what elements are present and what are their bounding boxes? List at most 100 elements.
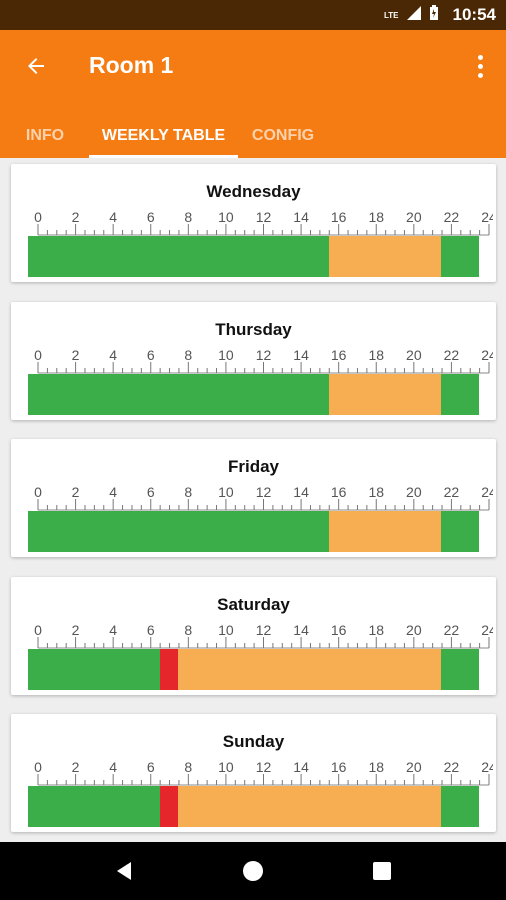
- tab-weekly-table[interactable]: WEEKLY TABLE: [89, 114, 238, 158]
- ruler-hour-label: 0: [34, 622, 42, 638]
- schedule-segment-green[interactable]: [28, 649, 160, 690]
- ruler-hour-label: 0: [34, 347, 42, 363]
- schedule-segment-green[interactable]: [28, 786, 160, 827]
- ruler-hour-label: 18: [368, 622, 384, 638]
- schedule-bar[interactable]: [28, 511, 479, 552]
- ruler-hour-label: 2: [72, 209, 80, 225]
- ruler-hour-label: 4: [109, 759, 117, 775]
- ruler-hour-label: 0: [34, 759, 42, 775]
- ruler-hour-label: 4: [109, 484, 117, 500]
- ruler-hour-label: 24: [481, 759, 493, 775]
- ruler-hour-label: 12: [256, 209, 272, 225]
- nav-back-button[interactable]: [104, 851, 144, 891]
- ruler-hour-label: 6: [147, 484, 155, 500]
- ruler-hour-label: 24: [481, 347, 493, 363]
- ruler-hour-label: 16: [331, 347, 347, 363]
- status-bar: LTE 10:54: [0, 0, 506, 30]
- ruler-hour-label: 14: [293, 484, 309, 500]
- ruler-hour-label: 12: [256, 347, 272, 363]
- ruler-hour-label: 24: [481, 622, 493, 638]
- back-arrow-button[interactable]: [20, 50, 52, 82]
- ruler-hour-label: 12: [256, 759, 272, 775]
- ruler-hour-label: 16: [331, 484, 347, 500]
- ruler-hour-label: 4: [109, 209, 117, 225]
- ruler-hour-label: 8: [184, 347, 192, 363]
- ruler-hour-label: 22: [444, 759, 460, 775]
- schedule-segment-orange[interactable]: [178, 649, 442, 690]
- ruler-hour-label: 18: [368, 347, 384, 363]
- schedule-segment-orange[interactable]: [328, 236, 442, 277]
- ruler-hour-label: 4: [109, 622, 117, 638]
- nav-recents-button[interactable]: [362, 851, 402, 891]
- schedule-segment-green[interactable]: [441, 236, 479, 277]
- schedule-segment-green[interactable]: [28, 374, 329, 415]
- system-nav-bar: [0, 842, 506, 900]
- app-bar: Room 1 INFO WEEKLY TABLE CONFIG: [0, 30, 506, 158]
- schedule-segment-orange[interactable]: [328, 374, 442, 415]
- overflow-menu-button[interactable]: [468, 50, 492, 82]
- ruler-hour-label: 0: [34, 484, 42, 500]
- schedule-segment-orange[interactable]: [328, 511, 442, 552]
- schedule-bar[interactable]: [28, 649, 479, 690]
- ruler-hour-label: 24: [481, 484, 493, 500]
- schedule-segment-green[interactable]: [441, 374, 479, 415]
- schedule-segment-green[interactable]: [441, 786, 479, 827]
- ruler-hour-label: 14: [293, 622, 309, 638]
- schedule-bar[interactable]: [28, 786, 479, 827]
- hour-ruler: 0 2 4 6 8 10 12 14 16 18 20 22 24: [34, 209, 493, 236]
- day-title: Sunday: [222, 732, 285, 751]
- more-vert-dot: [477, 72, 483, 78]
- ruler-hour-label: 2: [72, 759, 80, 775]
- hour-ruler: 0 2 4 6 8 10 12 14 16 18 20 22 24: [34, 622, 493, 649]
- schedule-segment-green[interactable]: [441, 511, 479, 552]
- schedule-segment-green[interactable]: [28, 511, 329, 552]
- circle-home-icon: [242, 861, 263, 881]
- schedule-segment-orange[interactable]: [178, 786, 442, 827]
- ruler-hour-label: 4: [109, 347, 117, 363]
- day-title: Thursday: [215, 320, 292, 339]
- day-card-wednesday: Wednesday 0 2 4 6 8 10 12 14 16 18 20 22 24: [11, 164, 496, 282]
- ruler-hour-label: 20: [406, 484, 422, 500]
- ruler-hour-label: 6: [147, 622, 155, 638]
- ruler-hour-label: 6: [147, 347, 155, 363]
- schedule-bar[interactable]: [28, 236, 479, 277]
- ruler-hour-label: 10: [218, 484, 234, 500]
- weekly-table-list[interactable]: Wednesday 0 2 4 6 8 10 12 14 16 18 20 22 24 Thursday…: [0, 158, 506, 842]
- ruler-hour-label: 18: [368, 484, 384, 500]
- ruler-hour-label: 14: [293, 347, 309, 363]
- nav-home-button[interactable]: [233, 851, 273, 891]
- ruler-hour-label: 8: [184, 484, 192, 500]
- hour-ruler: 0 2 4 6 8 10 12 14 16 18 20 22 24: [34, 484, 493, 511]
- schedule-bar[interactable]: [28, 374, 479, 415]
- hour-ruler: 0 2 4 6 8 10 12 14 16 18 20 22 24: [34, 347, 493, 374]
- ruler-hour-label: 6: [147, 209, 155, 225]
- schedule-segment-red[interactable]: [159, 649, 179, 690]
- ruler-hour-label: 12: [256, 484, 272, 500]
- day-title: Saturday: [217, 595, 290, 614]
- battery-icon: [429, 4, 439, 26]
- ruler-hour-label: 24: [481, 209, 493, 225]
- status-time: 10:54: [452, 5, 496, 24]
- ruler-hour-label: 14: [293, 759, 309, 775]
- schedule-segment-red[interactable]: [159, 786, 179, 827]
- more-vert-icon: [477, 54, 483, 60]
- ruler-hour-label: 20: [406, 759, 422, 775]
- ruler-hour-label: 8: [184, 759, 192, 775]
- day-card-sunday: Sunday 0 2 4 6 8 10 12 14 16 18 20 22 24: [11, 714, 496, 832]
- ruler-hour-label: 10: [218, 209, 234, 225]
- ruler-hour-label: 22: [444, 484, 460, 500]
- schedule-segment-green[interactable]: [28, 236, 329, 277]
- ruler-hour-label: 18: [368, 759, 384, 775]
- ruler-hour-label: 16: [331, 209, 347, 225]
- ruler-hour-label: 20: [406, 209, 422, 225]
- ruler-hour-label: 20: [406, 622, 422, 638]
- ruler-hour-label: 10: [218, 347, 234, 363]
- ruler-hour-label: 8: [184, 209, 192, 225]
- ruler-hour-label: 10: [218, 622, 234, 638]
- ruler-hour-label: 14: [293, 209, 309, 225]
- tab-info[interactable]: INFO: [25, 127, 65, 144]
- page-title: Room 1: [89, 52, 174, 78]
- tab-config[interactable]: CONFIG: [251, 127, 315, 144]
- schedule-segment-green[interactable]: [441, 649, 479, 690]
- ruler-hour-label: 22: [444, 209, 460, 225]
